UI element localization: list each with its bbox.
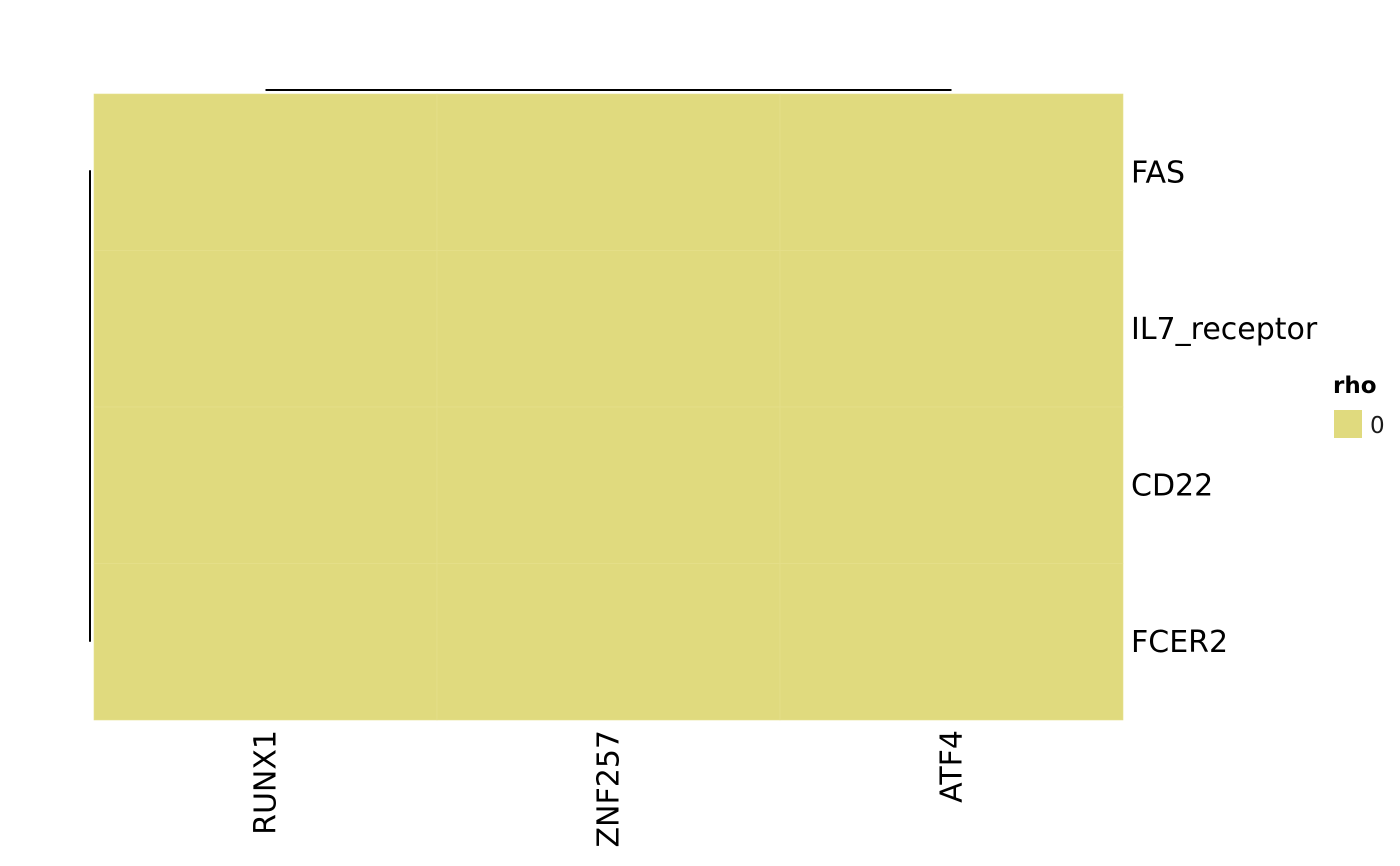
heatmap-cell: [779, 563, 1124, 721]
heatmap-cell: [779, 250, 1124, 408]
column-label: ATF4: [935, 730, 970, 803]
heatmap-cells: [93, 93, 1124, 721]
column-label: ZNF257: [592, 730, 627, 848]
legend-entries: 0: [1334, 410, 1385, 439]
row-labels: FAS IL7_receptor CD22 FCER2: [1131, 155, 1318, 660]
heatmap-cell: [93, 406, 438, 564]
column-label: RUNX1: [249, 730, 284, 835]
heatmap-cell: [779, 93, 1124, 251]
row-label: FAS: [1131, 155, 1185, 190]
row-label: IL7_receptor: [1131, 312, 1318, 347]
heatmap-cell: [93, 563, 438, 721]
legend-swatch: [1334, 410, 1362, 438]
row-label: CD22: [1131, 468, 1213, 503]
heatmap-cell: [436, 406, 781, 564]
legend-label: 0: [1370, 413, 1385, 439]
heatmap-cell: [93, 93, 438, 251]
legend: rho 0: [1333, 373, 1385, 439]
heatmap-cell: [436, 93, 781, 251]
heatmap-cell: [779, 406, 1124, 564]
heatmap-cell: [436, 250, 781, 408]
column-labels: RUNX1 ZNF257 ATF4: [249, 730, 970, 848]
legend-title: rho: [1333, 373, 1377, 399]
heatmap-cell: [93, 250, 438, 408]
row-label: FCER2: [1131, 625, 1228, 660]
heatmap-cell: [436, 563, 781, 721]
